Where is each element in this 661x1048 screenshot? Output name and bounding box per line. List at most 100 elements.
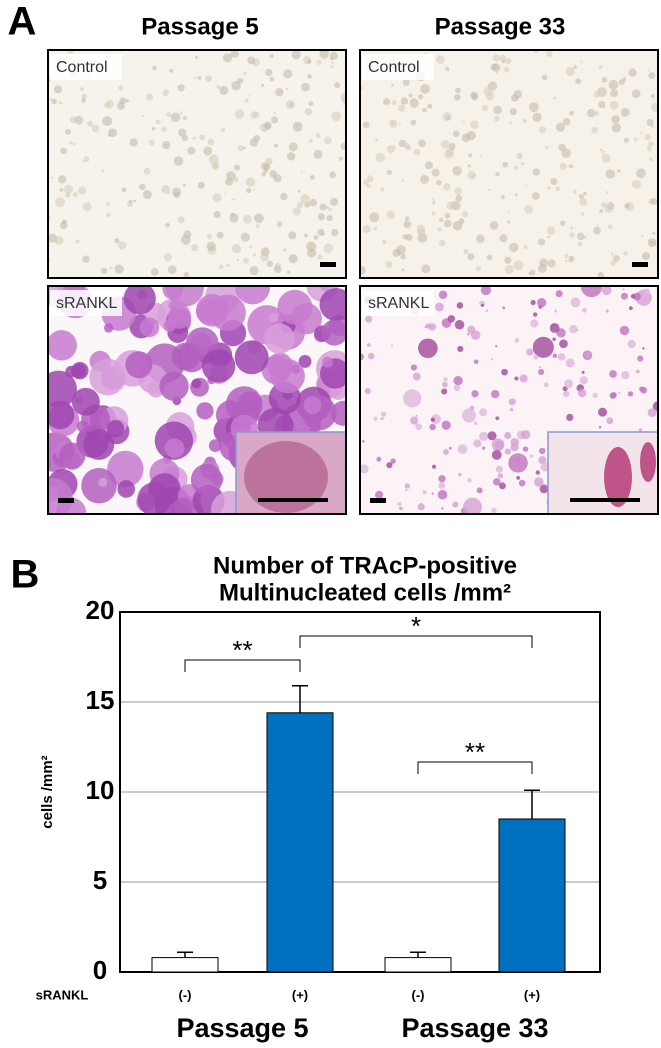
cell xyxy=(607,224,613,230)
cell xyxy=(403,389,422,408)
cell xyxy=(519,374,528,383)
cell xyxy=(432,201,436,205)
cell xyxy=(420,84,430,94)
cell xyxy=(253,213,261,221)
cell xyxy=(470,91,478,100)
y-tick-label: 5 xyxy=(93,865,107,895)
cell xyxy=(540,462,550,472)
cell xyxy=(390,83,395,88)
cell xyxy=(328,207,333,212)
cell xyxy=(87,120,94,127)
cell xyxy=(514,376,519,381)
cell xyxy=(244,98,249,103)
cell xyxy=(246,187,252,194)
cell xyxy=(283,69,293,79)
cell xyxy=(402,78,410,86)
significance-mark: ** xyxy=(465,737,485,767)
cell xyxy=(285,99,295,110)
cell xyxy=(476,266,481,272)
cell xyxy=(611,123,621,133)
cell xyxy=(404,216,410,221)
cell xyxy=(405,234,413,241)
micrograph-label: Control xyxy=(368,59,420,76)
cell xyxy=(123,286,156,315)
cell xyxy=(529,454,534,458)
cell xyxy=(491,389,500,399)
cell xyxy=(224,192,227,195)
cell xyxy=(653,242,656,245)
cell xyxy=(98,477,108,487)
cell xyxy=(165,222,171,228)
cell xyxy=(106,212,111,217)
cell xyxy=(635,369,640,374)
cell xyxy=(252,253,257,257)
cell xyxy=(60,147,67,155)
cell xyxy=(101,169,105,173)
cell xyxy=(313,149,323,159)
cell xyxy=(313,235,319,240)
cell xyxy=(326,214,333,222)
cell xyxy=(504,264,514,275)
cell xyxy=(81,93,87,100)
cell xyxy=(330,400,346,426)
cell xyxy=(606,417,614,425)
cell xyxy=(627,339,636,349)
cell xyxy=(316,60,322,65)
cell xyxy=(48,400,75,430)
cell xyxy=(308,101,314,107)
cell xyxy=(277,289,313,325)
cell xyxy=(82,255,90,263)
cell xyxy=(364,387,371,394)
cell xyxy=(366,184,371,188)
cell xyxy=(168,265,177,274)
cell xyxy=(605,309,609,313)
cell xyxy=(513,165,519,170)
cell xyxy=(265,68,273,77)
cell xyxy=(62,219,67,225)
cell xyxy=(442,381,448,388)
cell xyxy=(205,75,212,83)
cell xyxy=(523,245,528,249)
cell xyxy=(564,379,574,389)
cell xyxy=(476,487,483,494)
cell xyxy=(488,188,491,191)
cell xyxy=(446,201,455,210)
cell xyxy=(298,354,312,368)
cell xyxy=(522,446,529,452)
cell xyxy=(448,446,452,450)
cell xyxy=(287,270,291,274)
cell xyxy=(243,71,247,75)
chart-title: Number of TRAcP-positive xyxy=(213,552,517,579)
cell xyxy=(443,219,452,228)
cell xyxy=(253,188,256,191)
cell xyxy=(236,259,239,262)
cell xyxy=(529,102,539,113)
cell xyxy=(490,357,494,361)
cell xyxy=(491,507,497,514)
cell xyxy=(526,348,534,356)
cell xyxy=(417,94,424,100)
cell xyxy=(269,53,274,59)
cell xyxy=(566,413,574,422)
cell xyxy=(533,354,539,360)
cell xyxy=(569,110,575,116)
cell xyxy=(428,323,437,331)
cell xyxy=(538,238,546,246)
cell xyxy=(441,507,444,510)
cell xyxy=(543,382,549,388)
cell xyxy=(539,484,549,494)
cell xyxy=(125,98,130,103)
cell xyxy=(231,81,241,91)
cell xyxy=(438,290,448,300)
cell xyxy=(530,319,539,328)
cell xyxy=(601,77,608,83)
cell xyxy=(78,186,87,195)
cell xyxy=(399,506,403,511)
cell xyxy=(650,94,655,99)
cell xyxy=(273,265,282,274)
cell xyxy=(340,142,346,151)
cell xyxy=(152,65,157,71)
micrograph-bg xyxy=(48,50,346,278)
cell xyxy=(644,133,651,141)
cells xyxy=(48,50,346,278)
